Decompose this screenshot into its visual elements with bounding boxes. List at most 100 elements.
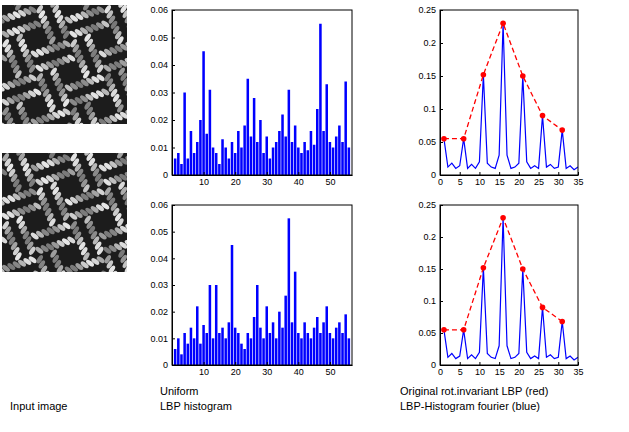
- tick-label: 0: [163, 360, 168, 370]
- bar: [297, 333, 300, 365]
- bar: [202, 51, 205, 175]
- texture-strand: [116, 217, 125, 227]
- series-marker: [441, 136, 447, 142]
- tick: 0.02: [150, 115, 175, 125]
- bar: [243, 126, 246, 176]
- tick-label: 0.02: [150, 115, 168, 125]
- bar: [180, 354, 183, 365]
- bar: [341, 142, 344, 175]
- tick-label: 30: [554, 177, 564, 187]
- tick-mark: [440, 269, 443, 270]
- tick-label: 0.01: [150, 334, 168, 344]
- tick: 0.2: [423, 38, 443, 48]
- tick: 40: [294, 362, 304, 377]
- tick-mark: [298, 362, 299, 365]
- bar: [205, 333, 208, 365]
- caption: Uniform: [160, 385, 199, 397]
- texture-strand: [8, 122, 17, 124]
- plot-area: [441, 20, 578, 169]
- chart: 0510152025303500.050.10.150.20.25: [418, 5, 583, 187]
- bar: [316, 109, 319, 175]
- tick-mark: [440, 365, 443, 366]
- texture-strand: [82, 251, 91, 261]
- image-background: [2, 5, 127, 124]
- series-marker: [559, 127, 565, 133]
- bar: [221, 139, 224, 175]
- texture-strand: [124, 155, 127, 164]
- texture-strand: [62, 221, 72, 230]
- texture-strand: [14, 251, 23, 261]
- texture-strand: [66, 53, 76, 62]
- bar: [335, 328, 338, 365]
- texture-strand: [126, 201, 127, 211]
- texture-strand: [82, 69, 91, 79]
- bar: [269, 333, 272, 365]
- bar: [288, 218, 291, 365]
- bar: [319, 333, 322, 365]
- bar: [284, 137, 287, 176]
- tick-mark: [204, 362, 205, 365]
- tick-mark: [172, 93, 175, 94]
- tick-label: 0.2: [423, 232, 436, 242]
- x-axis: 05101520253035: [438, 362, 584, 377]
- bar: [196, 306, 199, 365]
- tick-label: 0.25: [418, 200, 436, 210]
- tick: 40: [294, 172, 304, 187]
- bar: [281, 328, 284, 365]
- series-marker: [520, 266, 526, 272]
- bar: [325, 306, 328, 365]
- bar: [174, 349, 177, 365]
- texture-strand: [66, 167, 76, 176]
- tick-mark: [172, 285, 175, 286]
- tick-label: 10: [199, 367, 209, 377]
- bar: [291, 142, 294, 175]
- series-marker: [481, 72, 487, 78]
- tick-label: 0.15: [418, 71, 436, 81]
- tick-mark: [519, 172, 520, 175]
- bar: [215, 153, 218, 175]
- texture-strand: [124, 14, 127, 24]
- tick: 0.01: [150, 143, 175, 153]
- caption: LBP histogram: [160, 400, 232, 412]
- tick: 10: [475, 172, 485, 187]
- bar: [322, 322, 325, 365]
- texture-strand: [96, 178, 105, 188]
- series-marker: [500, 215, 506, 221]
- series-marker: [481, 265, 487, 271]
- bar: [278, 312, 281, 365]
- bar: [291, 322, 294, 365]
- tick: 15: [495, 172, 505, 187]
- tick: 0.1: [423, 104, 443, 114]
- texture-strand: [24, 121, 33, 124]
- tick-label: 0.02: [150, 307, 168, 317]
- texture-strand: [110, 270, 119, 272]
- texture-strand: [124, 109, 127, 118]
- texture-strand: [96, 73, 106, 82]
- bar: [231, 142, 234, 175]
- plot-frame: [440, 10, 578, 175]
- tick-mark: [479, 172, 480, 175]
- tick-label: 20: [231, 177, 241, 187]
- tick: 20: [514, 172, 524, 187]
- bar: [209, 285, 212, 365]
- x-axis: 05101520253035: [438, 172, 584, 187]
- tick-mark: [460, 172, 461, 175]
- texture-strand: [124, 41, 127, 50]
- tick-mark: [440, 109, 443, 110]
- plot-area: [174, 218, 350, 365]
- texture-strand: [96, 187, 106, 196]
- bar: [228, 159, 231, 176]
- tick: 0.05: [418, 137, 443, 147]
- tick-mark: [479, 362, 480, 365]
- caption: Input image: [10, 400, 67, 412]
- bar: [344, 314, 347, 365]
- plot-frame: [172, 205, 352, 365]
- series-line: [444, 218, 562, 330]
- texture-strand: [96, 5, 105, 6]
- bar: [348, 148, 351, 176]
- bar: [297, 148, 300, 176]
- bar: [303, 142, 306, 175]
- texture-strand: [62, 30, 71, 40]
- bar: [310, 338, 313, 365]
- tick-mark: [558, 172, 559, 175]
